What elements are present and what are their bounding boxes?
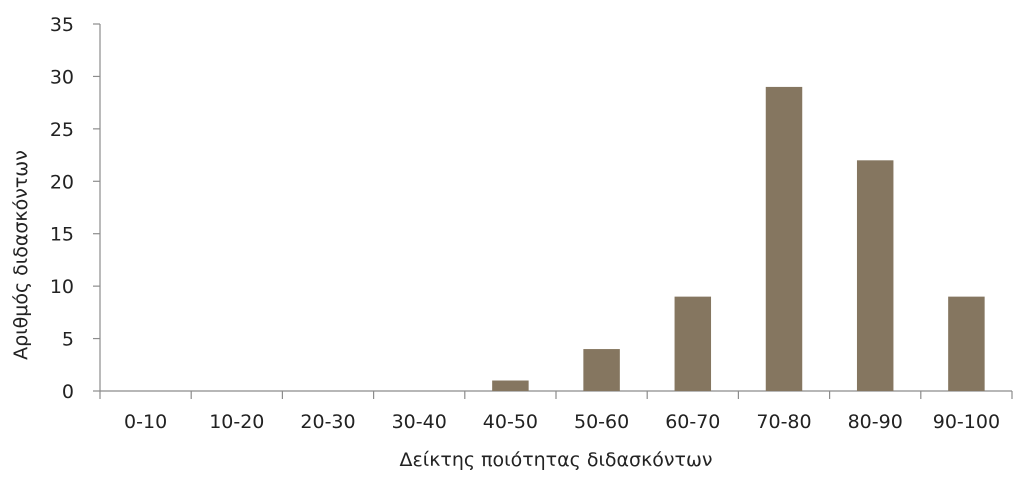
y-tick-label: 10 [50, 276, 74, 298]
x-tick-label: 40-50 [483, 411, 538, 433]
x-axis-title: Δείκτης ποιότητας διδασκόντων [400, 449, 713, 471]
y-tick-label: 30 [50, 66, 74, 88]
bar-70-80 [765, 86, 803, 392]
y-tick-label: 5 [62, 329, 74, 351]
y-tick-label: 0 [62, 381, 74, 403]
y-tick-label: 15 [50, 224, 74, 246]
x-tick-label: 70-80 [756, 411, 811, 433]
y-axis-title: Αριθμός διδασκόντων [10, 150, 32, 360]
x-tick-label: 30-40 [392, 411, 447, 433]
y-tick-label: 35 [50, 14, 74, 36]
x-tick-label: 60-70 [665, 411, 720, 433]
bar-40-50 [492, 380, 529, 391]
bar-50-60 [583, 349, 620, 391]
bar-60-70 [674, 296, 712, 391]
bars [492, 86, 985, 392]
x-tick-label: 80-90 [848, 411, 903, 433]
y-tick-label: 25 [50, 119, 74, 141]
x-tick-label: 20-30 [300, 411, 355, 433]
x-tick-label: 50-60 [574, 411, 629, 433]
y-tick-label: 20 [50, 171, 74, 193]
x-tick-label: 0-10 [124, 411, 167, 433]
x-tick-label: 10-20 [209, 411, 264, 433]
y-axis: 0 5 10 15 20 25 30 35 [50, 14, 101, 403]
bar-80-90 [856, 160, 894, 391]
bar-90-100 [948, 296, 985, 391]
x-tick-label: 90-100 [933, 411, 1000, 433]
x-axis: 0-10 10-20 20-30 30-40 40-50 50-60 60-70 70-80 8… [99, 390, 1013, 433]
